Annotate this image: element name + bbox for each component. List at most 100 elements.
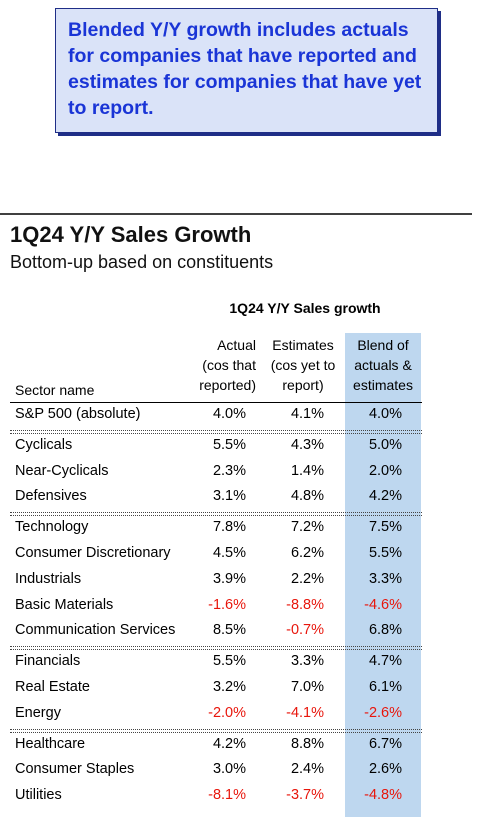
table-row: S&P 500 (absolute) 4.0% 4.1% 4.0% — [0, 403, 482, 427]
actual-cell: 3.2% — [212, 679, 246, 695]
sector-name-cell: Healthcare — [15, 735, 86, 752]
sector-name-cell: Basic Materials — [15, 596, 114, 613]
sector-name-cell: Consumer Discretionary — [15, 545, 171, 561]
sector-name-cell: Near-Cyclicals — [15, 462, 109, 479]
group-separator — [10, 728, 422, 733]
actual-cell: 4.2% — [212, 735, 246, 752]
sector-name-cell: Cyclicals — [15, 436, 73, 453]
blend-cell: 2.6% — [368, 761, 402, 778]
sector-name-cell: Defensives — [15, 488, 87, 505]
blend-cell: 5.5% — [368, 545, 402, 561]
estimates-cell: 7.2% — [290, 519, 324, 536]
estimates-cell: 6.2% — [290, 545, 324, 561]
actual-cell: 5.5% — [212, 653, 246, 670]
table-row: Near-Cyclicals 2.3% 1.4% 2.0% — [0, 460, 482, 484]
table-row: Consumer Discretionary 4.5% 6.2% 5.5% — [0, 542, 482, 566]
sector-name-cell: Consumer Staples — [15, 761, 135, 778]
estimates-cell: 3.3% — [290, 653, 324, 670]
estimates-cell: -4.1% — [286, 704, 324, 721]
actual-cell: 7.8% — [212, 519, 246, 536]
blend-column-highlight — [345, 333, 421, 817]
table-row: Technology 7.8% 7.2% 7.5% — [0, 516, 482, 540]
callout-box: Blended Y/Y growth includes actuals for … — [55, 8, 438, 133]
estimates-cell: -8.8% — [286, 596, 324, 613]
header-line: Estimates — [272, 337, 334, 353]
estimates-cell: 8.8% — [290, 735, 324, 752]
header-line: estimates — [353, 377, 413, 393]
group-separator — [10, 429, 422, 434]
table-row: Industrials 3.9% 2.2% 3.3% — [0, 568, 482, 592]
blend-cell: 6.8% — [368, 622, 402, 639]
blend-cell: 4.0% — [368, 406, 402, 422]
table-row: Healthcare 4.2% 8.8% 6.7% — [0, 733, 482, 757]
sector-name-cell: Industrials — [15, 570, 82, 587]
blend-cell: 7.5% — [368, 519, 402, 536]
table-group-header: 1Q24 Y/Y Sales growth — [229, 300, 381, 316]
blend-cell: 2.0% — [368, 462, 402, 479]
blend-cell: 5.0% — [368, 436, 402, 453]
header-line: Blend of — [357, 337, 409, 353]
table-row: Basic Materials -1.6% -8.8% -4.6% — [0, 594, 482, 618]
column-header-blend: Blend of actuals & estimates — [345, 335, 421, 395]
actual-cell: 3.9% — [212, 570, 246, 587]
sector-name-cell: Communication Services — [15, 622, 176, 639]
blend-cell: 3.3% — [368, 570, 402, 587]
header-rule — [10, 402, 422, 403]
table-row: Consumer Staples 3.0% 2.4% 2.6% — [0, 758, 482, 782]
actual-cell: 2.3% — [212, 462, 246, 479]
actual-cell: 3.0% — [212, 761, 246, 778]
table-row: Financials 5.5% 3.3% 4.7% — [0, 650, 482, 674]
estimates-cell: -3.7% — [286, 787, 324, 804]
table-row: Energy -2.0% -4.1% -2.6% — [0, 702, 482, 726]
actual-cell: 3.1% — [212, 488, 246, 505]
actual-cell: 5.5% — [212, 436, 246, 453]
table-row: Cyclicals 5.5% 4.3% 5.0% — [0, 434, 482, 458]
sector-name-cell: Utilities — [15, 787, 62, 804]
estimates-cell: 7.0% — [290, 679, 324, 695]
actual-cell: 8.5% — [212, 622, 246, 639]
header-line: actuals & — [354, 357, 412, 373]
blend-cell: 6.7% — [368, 735, 402, 752]
sector-name-cell: Real Estate — [15, 679, 90, 695]
page-title: 1Q24 Y/Y Sales Growth — [10, 222, 252, 247]
table-row: Communication Services 8.5% -0.7% 6.8% — [0, 619, 482, 643]
actual-cell: -1.6% — [208, 596, 246, 613]
estimates-cell: 2.2% — [290, 570, 324, 587]
estimates-cell: 2.4% — [290, 761, 324, 778]
actual-cell: -8.1% — [208, 787, 246, 804]
blend-cell: 4.2% — [368, 488, 402, 505]
column-header-sector: Sector name — [15, 382, 95, 398]
header-line: reported) — [199, 377, 256, 393]
blend-cell: 4.7% — [368, 653, 402, 670]
sector-name-cell: Technology — [15, 519, 89, 536]
callout-text: Blended Y/Y growth includes actuals for … — [68, 19, 422, 119]
blend-cell: -2.6% — [364, 704, 402, 721]
blend-cell: 6.1% — [368, 679, 402, 695]
estimates-cell: 4.8% — [290, 488, 324, 505]
estimates-cell: 1.4% — [290, 462, 324, 479]
title-rule — [0, 213, 472, 215]
actual-cell: 4.5% — [212, 545, 246, 561]
header-line: Actual — [217, 337, 256, 353]
actual-cell: 4.0% — [212, 406, 246, 422]
header-line: report) — [282, 377, 324, 393]
group-separator — [10, 512, 422, 517]
estimates-cell: -0.7% — [286, 622, 324, 639]
sector-name-cell: Financials — [15, 653, 81, 670]
table-row: Defensives 3.1% 4.8% 4.2% — [0, 485, 482, 509]
estimates-cell: 4.3% — [290, 436, 324, 453]
header-line: (cos yet to — [270, 357, 336, 373]
estimates-cell: 4.1% — [290, 406, 324, 422]
header-line: (cos that — [202, 357, 256, 373]
blend-cell: -4.8% — [364, 787, 402, 804]
group-separator — [10, 646, 422, 651]
sector-name-cell: Energy — [15, 704, 61, 721]
table-row: Real Estate 3.2% 7.0% 6.1% — [0, 676, 482, 700]
sector-name-cell: S&P 500 (absolute) — [15, 406, 141, 422]
blend-cell: -4.6% — [364, 596, 402, 613]
column-header-estimates: Estimates (cos yet to report) — [262, 335, 344, 395]
table-row: Utilities -8.1% -3.7% -4.8% — [0, 784, 482, 808]
column-header-actual: Actual (cos that reported) — [190, 335, 256, 395]
actual-cell: -2.0% — [208, 704, 246, 721]
page-subtitle: Bottom-up based on constituents — [10, 252, 274, 272]
